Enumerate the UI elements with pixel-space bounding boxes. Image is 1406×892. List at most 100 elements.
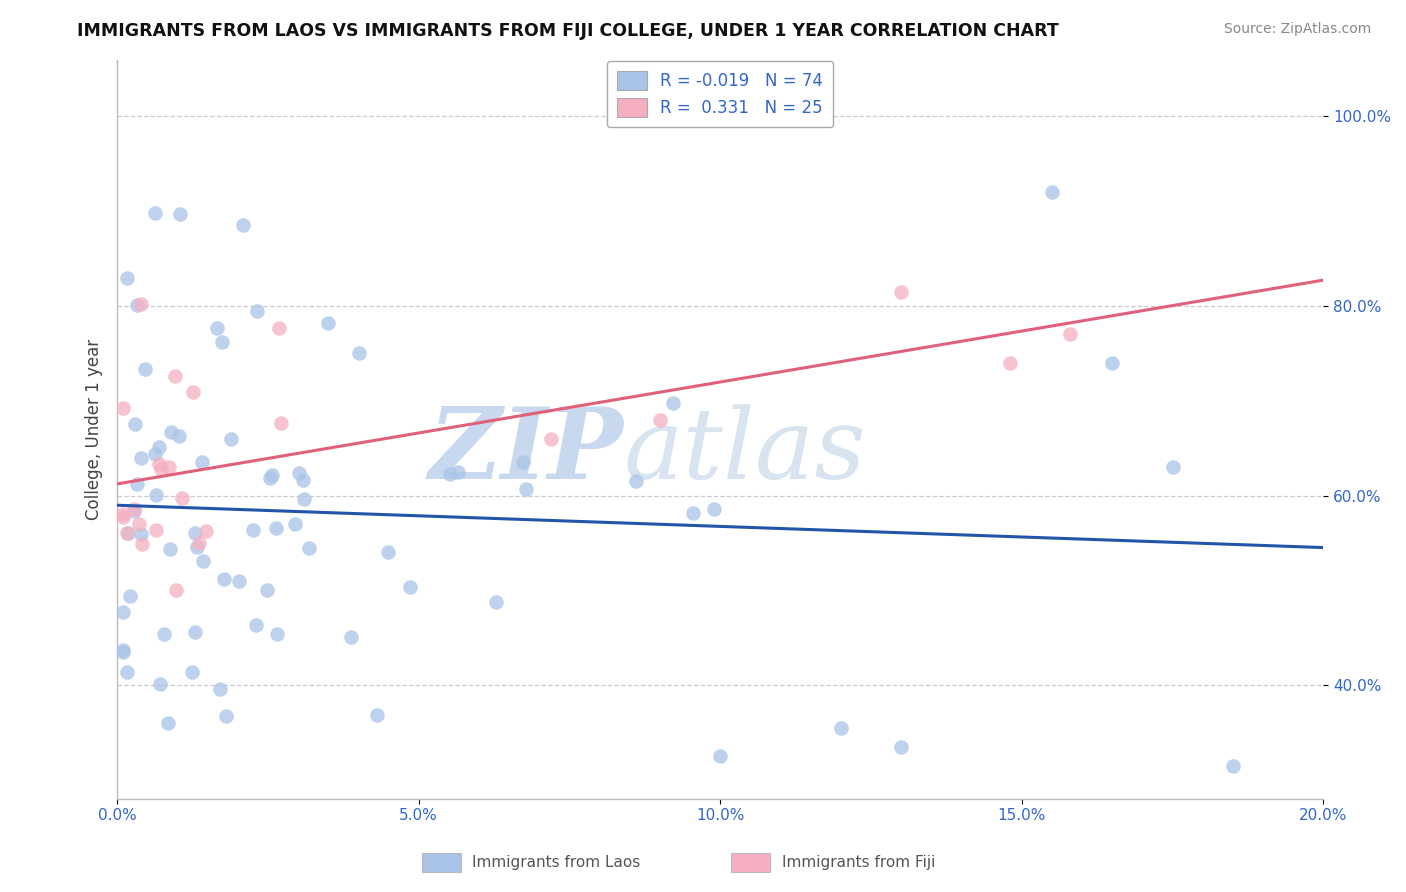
Point — [270, 416, 292, 430]
Point — [125, 477, 148, 491]
Point — [153, 626, 176, 640]
Point — [112, 605, 135, 619]
Text: Source: ZipAtlas.com: Source: ZipAtlas.com — [1223, 22, 1371, 37]
Point — [131, 537, 153, 551]
Point — [193, 554, 215, 568]
Point — [447, 466, 470, 480]
Point — [209, 681, 232, 696]
Point — [150, 462, 173, 476]
Point — [143, 447, 166, 461]
Point — [256, 582, 278, 597]
Point — [129, 296, 152, 310]
Point — [112, 507, 135, 521]
Point — [129, 527, 152, 541]
Point — [262, 467, 284, 482]
Point — [219, 433, 242, 447]
Point — [228, 574, 250, 588]
Text: IMMIGRANTS FROM LAOS VS IMMIGRANTS FROM FIJI COLLEGE, UNDER 1 YEAR CORRELATION C: IMMIGRANTS FROM LAOS VS IMMIGRANTS FROM … — [77, 22, 1059, 40]
Point — [184, 624, 207, 639]
Point — [1222, 758, 1244, 772]
Point — [267, 321, 290, 335]
Point — [890, 285, 912, 299]
Point — [148, 441, 170, 455]
Point — [316, 316, 339, 330]
Point — [284, 516, 307, 531]
Text: ZIP: ZIP — [429, 403, 624, 500]
Point — [128, 517, 150, 532]
Point — [120, 589, 142, 603]
Point — [181, 665, 204, 679]
Point — [1101, 356, 1123, 370]
Point — [165, 368, 187, 383]
Point — [184, 525, 207, 540]
Point — [232, 218, 254, 232]
Point — [117, 270, 139, 285]
Point — [169, 206, 191, 220]
Text: atlas: atlas — [624, 404, 866, 499]
Point — [212, 572, 235, 586]
Point — [124, 417, 146, 431]
Point — [515, 482, 537, 496]
Point — [540, 432, 562, 446]
Point — [122, 504, 145, 518]
Point — [998, 356, 1021, 370]
Point — [145, 487, 167, 501]
Point — [157, 459, 180, 474]
Point — [181, 385, 204, 400]
Point — [112, 401, 135, 415]
Point — [626, 475, 648, 489]
Point — [682, 506, 704, 520]
Point — [264, 521, 287, 535]
Point — [122, 501, 145, 516]
Point — [292, 491, 315, 506]
Point — [347, 346, 370, 360]
Text: Immigrants from Laos: Immigrants from Laos — [472, 855, 641, 870]
Point — [149, 677, 172, 691]
Point — [246, 304, 269, 318]
Point — [245, 618, 267, 632]
Point — [439, 467, 461, 481]
Point — [186, 541, 208, 555]
Point — [187, 536, 209, 550]
Point — [1040, 186, 1063, 200]
Point — [512, 455, 534, 469]
Point — [127, 298, 149, 312]
Point — [709, 749, 731, 764]
Point — [195, 524, 218, 539]
Point — [399, 580, 422, 594]
Point — [129, 450, 152, 465]
Point — [143, 206, 166, 220]
Point — [160, 425, 183, 439]
Point — [291, 473, 314, 487]
Point — [830, 721, 852, 735]
Text: Immigrants from Fiji: Immigrants from Fiji — [782, 855, 935, 870]
Point — [145, 523, 167, 537]
Point — [340, 630, 363, 644]
Point — [134, 361, 156, 376]
Point — [148, 458, 170, 472]
Point — [211, 334, 233, 349]
Point — [242, 524, 264, 538]
Point — [115, 665, 138, 679]
Point — [1161, 460, 1184, 475]
Point — [156, 716, 179, 731]
Point — [165, 583, 187, 598]
Point — [703, 502, 725, 516]
Point — [215, 709, 238, 723]
Point — [117, 526, 139, 541]
Point — [366, 707, 388, 722]
Point — [112, 509, 135, 524]
Point — [1059, 327, 1081, 342]
Point — [298, 541, 321, 555]
Point — [112, 643, 135, 657]
Point — [288, 466, 311, 480]
Point — [259, 471, 281, 485]
Point — [890, 739, 912, 754]
Point — [170, 491, 193, 505]
Point — [485, 594, 508, 608]
Point — [167, 429, 190, 443]
Point — [266, 626, 288, 640]
Y-axis label: College, Under 1 year: College, Under 1 year — [86, 339, 103, 520]
Point — [648, 413, 671, 427]
Point — [662, 396, 685, 410]
